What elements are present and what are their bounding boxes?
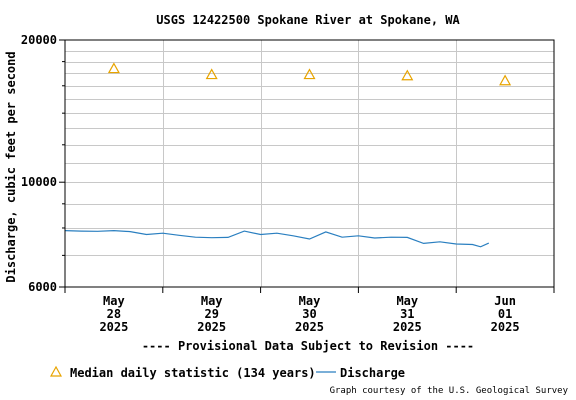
x-tick-label: 29 xyxy=(204,307,218,321)
x-tick-label: May xyxy=(201,294,223,308)
x-tick-label: Jun xyxy=(494,294,516,308)
x-tick-label: May xyxy=(396,294,418,308)
median-triangle-point xyxy=(205,68,218,80)
grid-lines xyxy=(65,40,554,287)
legend: Median daily statistic (134 years) Disch… xyxy=(49,365,405,380)
x-tick-label: 2025 xyxy=(197,320,226,334)
x-tick-label: 01 xyxy=(498,307,512,321)
credit-text: Graph courtesy of the U.S. Geological Su… xyxy=(330,386,569,396)
y-tick-label: 10000 xyxy=(21,175,57,189)
y-axis-label: Discharge, cubic feet per second xyxy=(4,51,18,282)
plot-frame xyxy=(64,39,555,288)
series-layer xyxy=(64,62,512,248)
legend-label-discharge: Discharge xyxy=(340,366,405,380)
x-tick-label: 2025 xyxy=(99,320,128,334)
legend-item-median: Median daily statistic (134 years) xyxy=(49,365,316,380)
x-tick-label: 2025 xyxy=(295,320,324,334)
x-tick-label: 28 xyxy=(107,307,121,321)
y-tick-label: 20000 xyxy=(21,33,57,47)
x-tick-label: 2025 xyxy=(393,320,422,334)
y-tick-label: 6000 xyxy=(28,280,57,294)
discharge-line xyxy=(64,229,490,248)
x-tick-label: May xyxy=(299,294,321,308)
median-triangle-point xyxy=(499,74,512,86)
y-axis-ticks: 20000 10000 6000 xyxy=(21,33,65,294)
x-tick-label: 30 xyxy=(302,307,316,321)
chart-title: USGS 12422500 Spokane River at Spokane, … xyxy=(156,13,460,27)
legend-triangle-marker xyxy=(49,365,63,377)
legend-item-discharge: Discharge xyxy=(316,366,405,380)
x-tick-label: 2025 xyxy=(491,320,520,334)
x-axis-ticks: May282025May292025May302025May312025Jun0… xyxy=(64,287,555,334)
x-tick-label: May xyxy=(103,294,125,308)
median-triangle-point xyxy=(401,69,414,81)
x-tick-label: 31 xyxy=(400,307,414,321)
median-triangle-point xyxy=(303,68,316,80)
provisional-annotation: ---- Provisional Data Subject to Revisio… xyxy=(142,339,474,353)
median-triangle-point xyxy=(107,62,120,74)
legend-label-median: Median daily statistic (134 years) xyxy=(70,366,316,380)
